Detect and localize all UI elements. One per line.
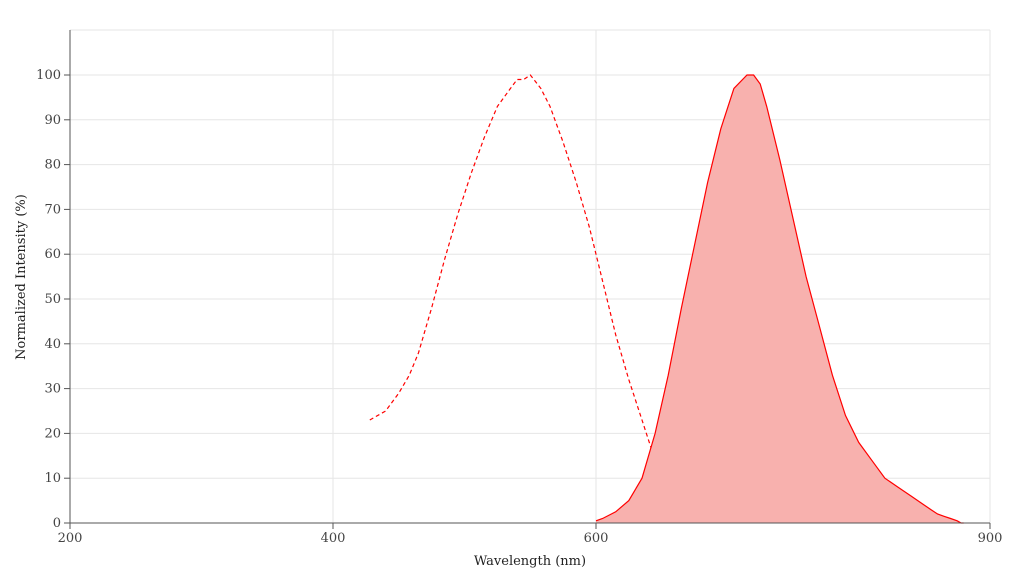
x-tick-label: 400 xyxy=(321,531,346,546)
y-tick-label: 80 xyxy=(44,158,61,173)
y-tick-label: 90 xyxy=(44,113,61,128)
y-tick-label: 70 xyxy=(44,202,61,217)
y-axis-title: Normalized Intensity (%) xyxy=(14,194,29,360)
y-tick-label: 20 xyxy=(44,426,61,441)
emission-series-line xyxy=(595,74,964,524)
grid-layer xyxy=(70,29,991,523)
y-tick-label: 100 xyxy=(36,68,61,83)
x-axis-title: Wavelength (nm) xyxy=(474,554,586,569)
y-tick-label: 60 xyxy=(44,247,61,262)
y-tick-label: 0 xyxy=(53,516,61,531)
y-tick-label: 30 xyxy=(44,382,61,397)
y-tick-label: 40 xyxy=(44,337,61,352)
axes-layer: 0 10 20 30 40 50 60 70 80 90 100 200 400 600 900 xyxy=(36,30,1002,546)
y-tick-label: 50 xyxy=(44,292,61,307)
y-tick-label: 10 xyxy=(44,471,61,486)
x-tick-label: 900 xyxy=(978,531,1003,546)
emission-area-fill xyxy=(596,75,964,523)
x-tick-label: 600 xyxy=(584,531,609,546)
x-tick-label: 200 xyxy=(58,531,83,546)
series-layer xyxy=(369,74,964,524)
